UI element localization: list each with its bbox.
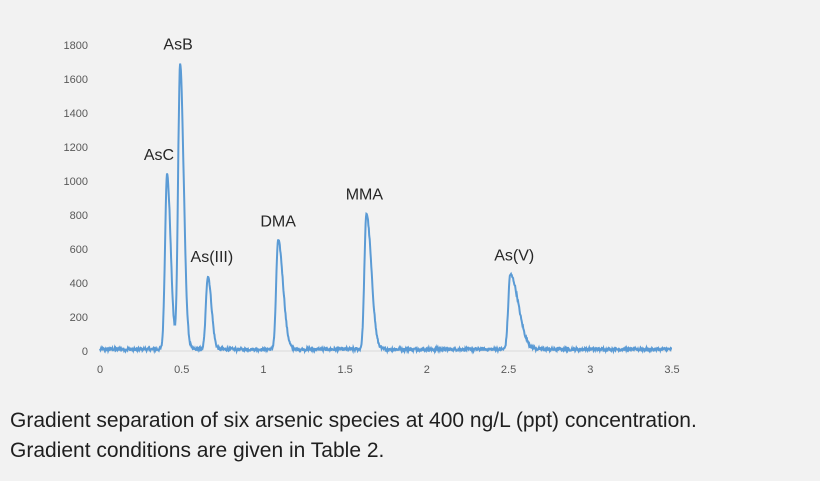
signal-trace: [99, 63, 672, 355]
x-tick-label: 1: [260, 364, 266, 376]
x-axis-tick-labels: 0 0.5 1 1.5 2 2.5 3 3.5: [97, 364, 680, 376]
x-tick-label: 0.5: [174, 364, 189, 376]
peak-labels: AsC AsB As(III) DMA MMA As(V): [144, 37, 534, 267]
y-tick-label: 400: [70, 278, 88, 290]
x-tick-label: 3.5: [664, 364, 679, 376]
y-tick-label: 200: [70, 312, 88, 324]
peak-label-1: AsB: [163, 37, 192, 54]
peak-label-3: DMA: [260, 214, 296, 231]
caption-line-2: Gradient conditions are given in Table 2…: [10, 439, 385, 462]
x-tick-label: 2: [424, 364, 430, 376]
figure-caption: Gradient separation of six arsenic speci…: [10, 406, 815, 466]
peak-label-5: As(V): [494, 248, 534, 265]
y-tick-label: 1000: [64, 176, 88, 188]
y-tick-label: 1800: [64, 40, 88, 52]
peak-label-0: AsC: [144, 147, 174, 164]
y-tick-label: 1600: [64, 74, 88, 86]
peak-label-4: MMA: [346, 186, 384, 203]
chromatogram-chart: 0 200 400 600 800 1000 1200 1400 1600 1800 0 0.5 1 1…: [64, 37, 680, 376]
y-axis-tick-labels: 0 200 400 600 800 1000 1200 1400 1600 1800: [64, 40, 88, 358]
caption-line-1: Gradient separation of six arsenic speci…: [10, 409, 697, 432]
y-tick-label: 600: [70, 244, 88, 256]
x-tick-label: 3: [587, 364, 593, 376]
x-tick-label: 1.5: [337, 364, 352, 376]
x-tick-label: 0: [97, 364, 103, 376]
y-tick-label: 1200: [64, 142, 88, 154]
y-tick-label: 0: [82, 346, 88, 358]
peak-label-2: As(III): [191, 249, 234, 266]
x-tick-label: 2.5: [501, 364, 516, 376]
y-tick-label: 800: [70, 210, 88, 222]
y-tick-label: 1400: [64, 108, 88, 120]
